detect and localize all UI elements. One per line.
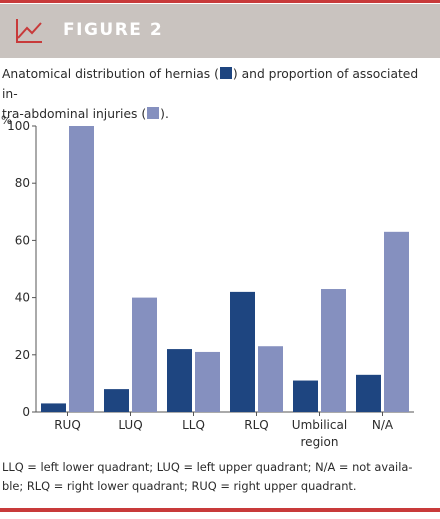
y-tick-label: 40	[15, 291, 30, 305]
caption-text-2: ) and proportion of associated in-	[2, 67, 419, 101]
footer-accent-line	[0, 508, 440, 512]
x-tick-label-line: RUQ	[54, 418, 81, 432]
hernias-bar	[230, 291, 255, 412]
x-tick-label: LUQ	[118, 418, 142, 432]
footnote: LLQ = left lower quadrant; LUQ = left up…	[2, 458, 438, 496]
y-tick-label: 80	[15, 176, 30, 190]
x-tick-label-line: LLQ	[182, 418, 205, 432]
x-tick-label: LLQ	[182, 418, 205, 432]
x-tick-label: N/A	[372, 418, 394, 432]
bar-chart: % 0 20 40 60 80 100 RUQ LUQ LLQ RLQ Umbilical regio…	[1, 113, 414, 449]
injuries-bar	[195, 351, 220, 412]
x-tick-label-line: region	[301, 435, 339, 449]
footnote-line-1: LLQ = left lower quadrant; LUQ = left up…	[2, 460, 413, 474]
hernias-bar	[356, 374, 381, 412]
hernias-bar	[104, 389, 129, 412]
hernias-legend-swatch	[219, 67, 232, 79]
caption-text-1: Anatomical distribution of hernias (	[2, 67, 219, 81]
figure-header: FIGURE 2	[0, 4, 440, 58]
y-tick-label: 0	[22, 405, 30, 419]
y-tick-label: 60	[15, 233, 30, 247]
caption-text-4: ).	[160, 107, 169, 121]
injuries-bar	[69, 126, 94, 412]
chart-line-icon	[16, 19, 42, 43]
x-tick-label-line: Umbilical	[292, 418, 347, 432]
header-accent-line	[0, 0, 440, 3]
injuries-legend-swatch	[147, 107, 160, 119]
footnote-line-2: ble; RLQ = right lower quadrant; RUQ = r…	[2, 479, 357, 493]
x-tick-label: RUQ	[54, 418, 81, 432]
injuries-bar	[258, 346, 283, 412]
hernias-bar	[293, 380, 318, 412]
y-axis-label: %	[1, 113, 12, 127]
injuries-bar	[132, 297, 157, 412]
x-tick-label-line: RLQ	[244, 418, 268, 432]
y-tick-label: 100	[7, 119, 30, 133]
figure-label: FIGURE 2	[63, 20, 164, 40]
x-tick-label-line: LUQ	[118, 418, 142, 432]
x-tick-label: RLQ	[244, 418, 268, 432]
hernias-bar	[167, 349, 192, 412]
injuries-bar	[321, 289, 346, 412]
hernias-bar	[41, 403, 66, 412]
y-tick-label: 20	[15, 348, 30, 362]
x-tick-label: Umbilical region	[292, 418, 347, 449]
figure-caption: Anatomical distribution of hernias () an…	[2, 64, 436, 124]
injuries-bar	[384, 231, 409, 412]
x-tick-label-line: N/A	[372, 418, 394, 432]
caption-text-3: tra-abdominal injuries (	[2, 107, 147, 121]
